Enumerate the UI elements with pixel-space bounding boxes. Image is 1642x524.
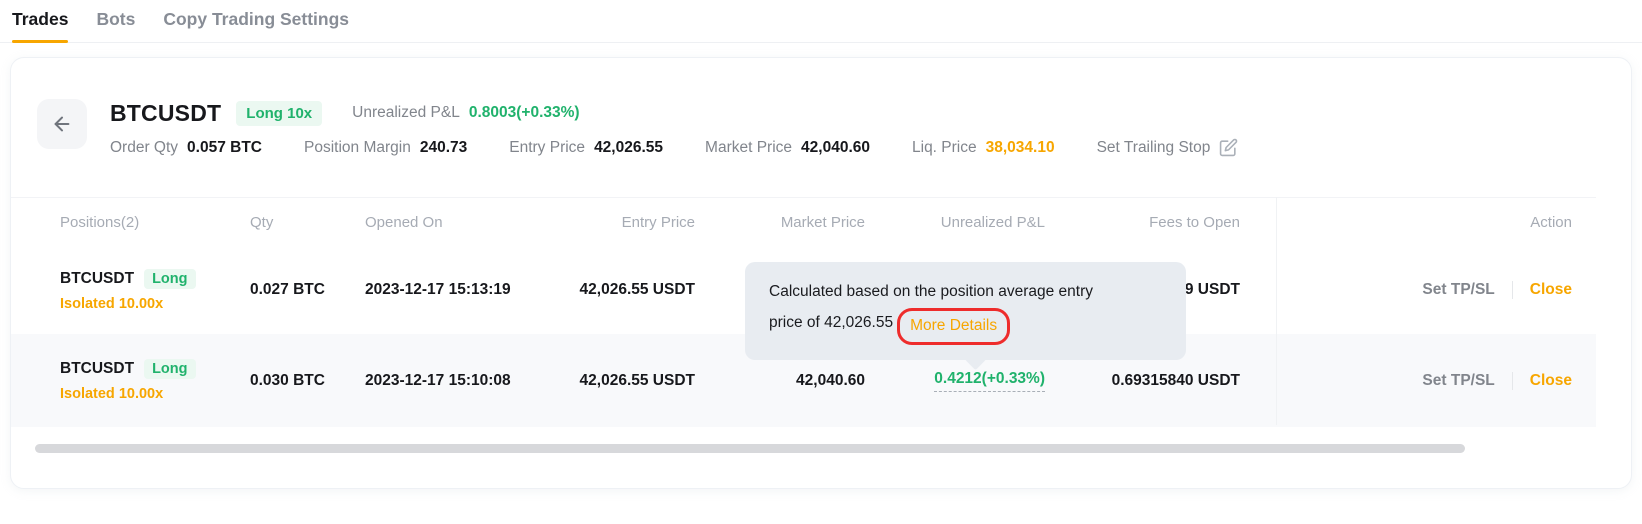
position-margin-stat: Position Margin 240.73 [304, 139, 467, 157]
horizontal-scrollbar-thumb[interactable] [35, 444, 1465, 453]
top-tab-bar: Trades Bots Copy Trading Settings [0, 0, 1642, 43]
tooltip-text-line1: Calculated based on the position average… [769, 283, 1093, 300]
header-market-price: Market Price [780, 213, 865, 231]
row-symbol: BTCUSDT [60, 360, 135, 377]
entry-price-value: 42,026.55 [594, 138, 664, 156]
summary-stats-row: Order Qty 0.057 BTC Position Margin 240.… [110, 138, 1238, 157]
table-row-1: BTCUSDT Long Isolated 10.00x 0.027 BTC 2… [11, 246, 1596, 334]
position-margin-label: Position Margin [304, 138, 411, 156]
positions-table: Positions(2) Qty Opened On Entry Price M… [11, 197, 1596, 427]
back-button[interactable] [37, 99, 87, 149]
table-header-row: Positions(2) Qty Opened On Entry Price M… [11, 198, 1596, 246]
fees-cell: 0.69315840 USDT [1111, 371, 1240, 389]
entry-price-stat: Entry Price 42,026.55 [509, 139, 663, 157]
row-side-badge: Long [144, 268, 196, 289]
order-qty-stat: Order Qty 0.057 BTC [110, 139, 262, 157]
symbol-title: BTCUSDT [110, 99, 222, 126]
annotation-highlight-box: More Details [897, 308, 1011, 345]
opened-on-cell: 2023-12-17 15:10:08 [365, 371, 511, 389]
header-qty: Qty [250, 213, 274, 231]
tooltip-text-line2: price of 42,026.55 [769, 314, 894, 332]
liq-price-stat: Liq. Price 38,034.10 [912, 139, 1055, 157]
arrow-left-icon [51, 113, 73, 135]
market-price-value: 42,040.60 [801, 138, 870, 156]
set-trailing-stop-button[interactable]: Set Trailing Stop [1097, 138, 1239, 157]
pnl-tooltip: Calculated based on the position average… [745, 262, 1186, 360]
unrealized-pnl-summary: Unrealized P&L 0.8003(+0.33%) [352, 104, 579, 122]
order-qty-value: 0.057 BTC [187, 138, 262, 156]
set-tpsl-button[interactable]: Set TP/SL [1422, 281, 1495, 298]
close-position-button[interactable]: Close [1529, 371, 1572, 389]
row-side-badge: Long [144, 359, 196, 379]
side-leverage-badge: Long 10x [236, 100, 323, 126]
unrealized-pnl-label: Unrealized P&L [352, 104, 460, 121]
row-symbol: BTCUSDT [60, 269, 135, 287]
entry-price-label: Entry Price [509, 138, 586, 156]
header-positions: Positions(2) [60, 213, 140, 231]
order-qty-label: Order Qty [110, 138, 179, 156]
market-price-label: Market Price [705, 138, 793, 156]
action-column-divider [1276, 197, 1277, 425]
set-tpsl-button[interactable]: Set TP/SL [1422, 371, 1495, 389]
summary-title-row: BTCUSDT Long 10x Unrealized P&L 0.8003(+… [110, 99, 1238, 127]
unrealized-pnl-tooltip-trigger[interactable]: 0.4212(+0.33%) [934, 370, 1045, 392]
position-margin-value: 240.73 [419, 138, 468, 156]
qty-cell: 0.027 BTC [250, 281, 325, 298]
tab-bots[interactable]: Bots [96, 9, 136, 29]
action-cell: Set TP/SL Close [1240, 371, 1596, 390]
liq-price-value: 38,034.10 [985, 138, 1055, 156]
unrealized-pnl-cell: 0.4212(+0.33%) [865, 370, 1045, 392]
qty-cell: 0.030 BTC [250, 371, 325, 389]
header-unrealized-pnl: Unrealized P&L [940, 213, 1045, 231]
tab-copy-trading-settings[interactable]: Copy Trading Settings [163, 9, 350, 29]
header-opened-on: Opened On [365, 213, 443, 231]
summary-content: BTCUSDT Long 10x Unrealized P&L 0.8003(+… [110, 99, 1238, 157]
action-divider [1511, 281, 1513, 299]
fees-cell: 9 USDT [1184, 281, 1240, 298]
more-details-link[interactable]: More Details [910, 317, 998, 335]
header-fees-to-open: Fees to Open [1149, 213, 1240, 231]
entry-price-cell: 42,026.55 USDT [579, 281, 695, 298]
entry-price-cell: 42,026.55 USDT [579, 371, 695, 389]
tab-trades[interactable]: Trades [12, 9, 69, 43]
row-margin-mode: Isolated 10.00x [60, 386, 164, 402]
edit-icon[interactable] [1219, 138, 1238, 157]
market-price-stat: Market Price 42,040.60 [705, 139, 870, 157]
positions-cell: BTCUSDT Long Isolated 10.00x [60, 359, 250, 402]
action-cell: Set TP/SL Close [1240, 281, 1596, 299]
header-action: Action [1530, 213, 1572, 231]
close-position-button[interactable]: Close [1529, 281, 1572, 298]
set-trailing-stop-label: Set Trailing Stop [1096, 138, 1211, 156]
position-summary: BTCUSDT Long 10x Unrealized P&L 0.8003(+… [37, 99, 1238, 157]
positions-cell: BTCUSDT Long Isolated 10.00x [60, 268, 250, 312]
row-margin-mode: Isolated 10.00x [60, 295, 164, 312]
market-price-cell: 42,040.60 [796, 371, 865, 389]
opened-on-cell: 2023-12-17 15:13:19 [365, 281, 511, 298]
header-entry-price: Entry Price [621, 213, 695, 231]
unrealized-pnl-value: 0.8003(+0.33%) [468, 104, 580, 121]
action-divider [1511, 371, 1513, 390]
liq-price-label: Liq. Price [912, 138, 977, 156]
